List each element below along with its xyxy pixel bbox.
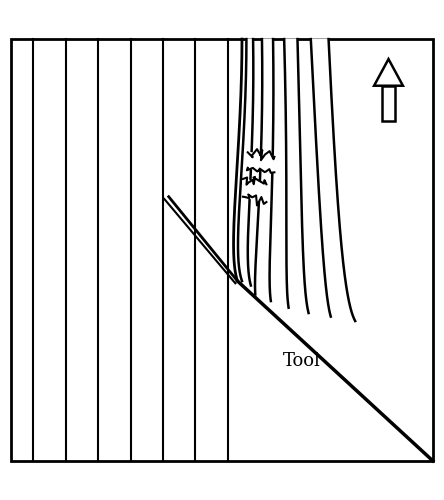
Polygon shape bbox=[248, 152, 274, 172]
Text: Tool: Tool bbox=[283, 352, 321, 370]
Polygon shape bbox=[374, 59, 403, 86]
Polygon shape bbox=[311, 39, 355, 321]
Polygon shape bbox=[382, 86, 395, 121]
Polygon shape bbox=[238, 39, 254, 286]
Polygon shape bbox=[255, 39, 274, 301]
Polygon shape bbox=[284, 39, 309, 313]
Polygon shape bbox=[243, 179, 266, 202]
